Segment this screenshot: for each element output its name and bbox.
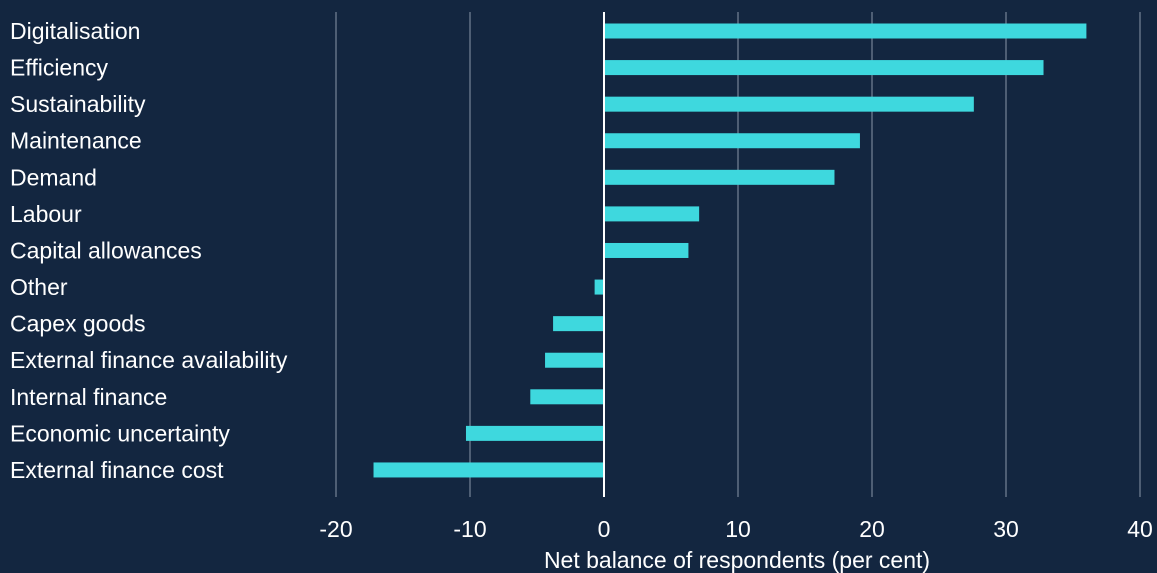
category-label: Demand (10, 164, 97, 190)
bars (373, 23, 1087, 478)
category-label: Capex goods (10, 311, 146, 337)
category-label: Digitalisation (10, 18, 140, 44)
bar (604, 96, 974, 112)
bar (604, 169, 835, 185)
bar (594, 279, 604, 295)
bar (604, 133, 860, 149)
category-label: Efficiency (10, 55, 109, 81)
bar (604, 23, 1087, 39)
category-label: External finance availability (10, 347, 288, 373)
category-label: Sustainability (10, 91, 146, 117)
bar (553, 316, 604, 332)
category-labels: Digitalisation Efficiency Sustainability Ma… (10, 18, 288, 483)
category-label: Other (10, 274, 68, 300)
category-label: Capital allowances (10, 237, 202, 263)
x-tick-label: 10 (725, 516, 751, 542)
grid-lines (335, 12, 1141, 497)
category-label: Labour (10, 201, 82, 227)
bar (604, 242, 689, 258)
category-label: External finance cost (10, 457, 224, 483)
category-label: Maintenance (10, 128, 142, 154)
bar (545, 352, 604, 368)
x-tick-label: 30 (993, 516, 1019, 542)
bar (465, 425, 604, 441)
category-label: Internal finance (10, 384, 167, 410)
x-tick-label: -10 (453, 516, 486, 542)
bar (373, 462, 604, 478)
x-tick-label: 40 (1127, 516, 1153, 542)
bar (604, 206, 700, 222)
x-tick-labels: -20 -10 0 10 20 30 40 (319, 516, 1152, 542)
bar (530, 389, 604, 405)
bar (604, 60, 1044, 76)
category-label: Economic uncertainty (10, 420, 230, 446)
x-tick-label: 20 (859, 516, 885, 542)
x-tick-label: 0 (598, 516, 611, 542)
x-axis-title: Net balance of respondents (per cent) (544, 547, 930, 573)
x-tick-label: -20 (319, 516, 352, 542)
